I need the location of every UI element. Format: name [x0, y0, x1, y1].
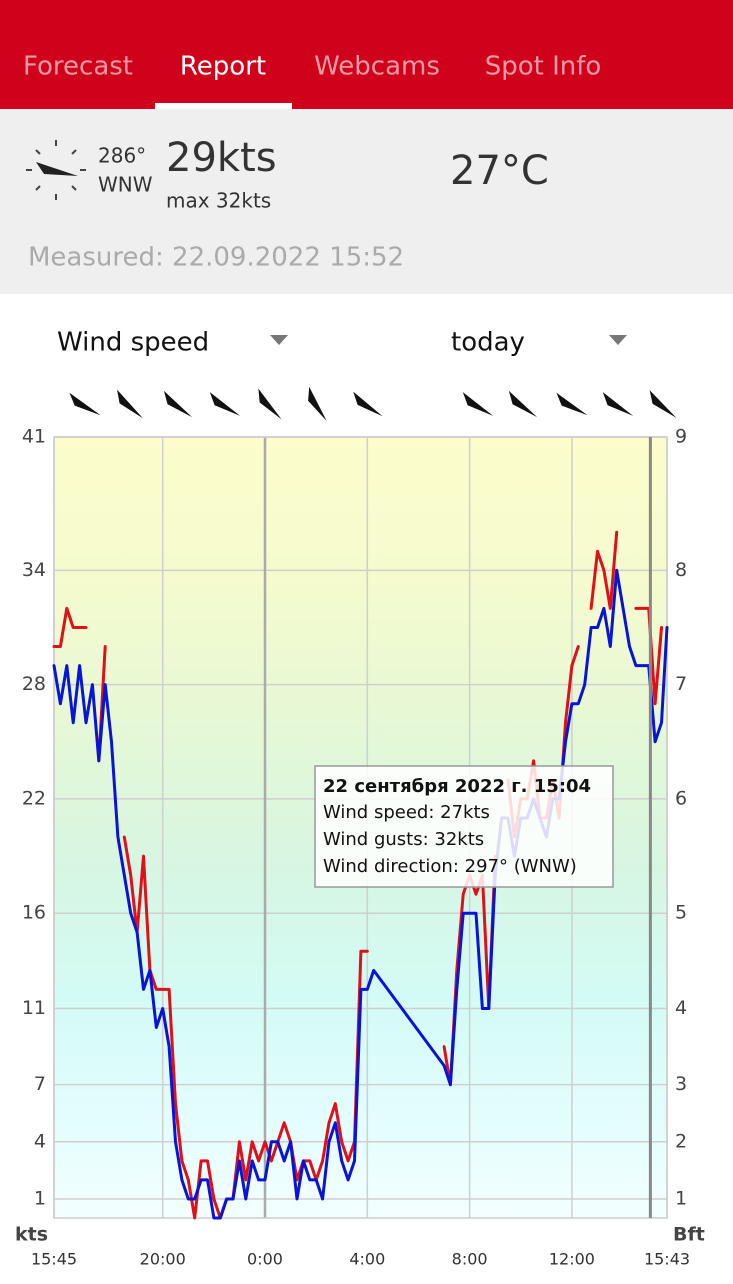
tooltip-box [314, 765, 614, 888]
x-tick-label: 15:45 [31, 1250, 77, 1269]
x-tick-label: 4:00 [349, 1250, 385, 1269]
y2-tick-label: 6 [675, 787, 687, 809]
x-tick-label: 20:00 [140, 1250, 186, 1269]
y-tick-label: 1 [34, 1187, 46, 1209]
y-tick-label: 11 [22, 997, 46, 1019]
y2-tick-label: 4 [675, 997, 687, 1019]
y-tick-label: 34 [22, 559, 46, 581]
wind-speed: 29kts [166, 135, 277, 181]
x-tick-label: 8:00 [452, 1250, 488, 1269]
tooltip-line: Wind direction: 297° (WNW) [323, 856, 577, 877]
temperature: 27°C [450, 148, 549, 194]
header [0, 0, 733, 109]
compass-icon [26, 140, 86, 200]
tab-active[interactable]: Report [180, 52, 266, 82]
y2-tick-label: 2 [675, 1130, 687, 1152]
current-panel [0, 109, 733, 294]
direction-degrees: 286° [98, 144, 146, 168]
plot-border [53, 436, 668, 1219]
y2-tick-label: 9 [675, 426, 687, 448]
direction: WNW [98, 173, 153, 197]
y2-tick-label: 7 [675, 673, 687, 695]
y-axis-label: kts [15, 1224, 48, 1246]
direction-arrows [66, 386, 682, 422]
y2-tick-label: 3 [675, 1073, 687, 1095]
tab[interactable]: Webcams [314, 52, 440, 82]
dropdown-arrow[interactable] [270, 335, 288, 345]
period-select[interactable]: today [451, 328, 525, 358]
y-tick-label: 41 [22, 426, 46, 448]
x-tick-label: 0:00 [247, 1250, 283, 1269]
max-speed: max 32kts [166, 189, 271, 213]
y2-tick-label: 5 [675, 902, 687, 924]
dropdown-arrow[interactable] [609, 335, 627, 345]
y2-tick-label: 8 [675, 559, 687, 581]
measured: Measured: 22.09.2022 15:52 [28, 243, 404, 273]
y2-tick-label: 1 [675, 1187, 687, 1209]
y-tick-label: 7 [34, 1073, 46, 1095]
tab[interactable]: Forecast [23, 52, 133, 82]
tab[interactable]: Spot Info [485, 52, 602, 82]
y2-axis-label: Bft [673, 1224, 705, 1246]
tooltip-line: Wind speed: 27kts [323, 802, 490, 823]
y-tick-label: 4 [34, 1130, 46, 1152]
y-tick-label: 22 [22, 787, 46, 809]
series-line [52, 568, 669, 1220]
tooltip-line: Wind gusts: 32kts [323, 829, 484, 850]
y-tick-label: 28 [22, 673, 46, 695]
parameter-select[interactable]: Wind speed [57, 328, 209, 358]
y-tick-label: 16 [22, 902, 46, 924]
x-tick-label: 12:00 [549, 1250, 595, 1269]
tab-indicator [155, 103, 292, 109]
tooltip-title: 22 сентября 2022 г. 15:04 [323, 776, 591, 797]
x-tick-label: 15:43 [644, 1250, 690, 1269]
